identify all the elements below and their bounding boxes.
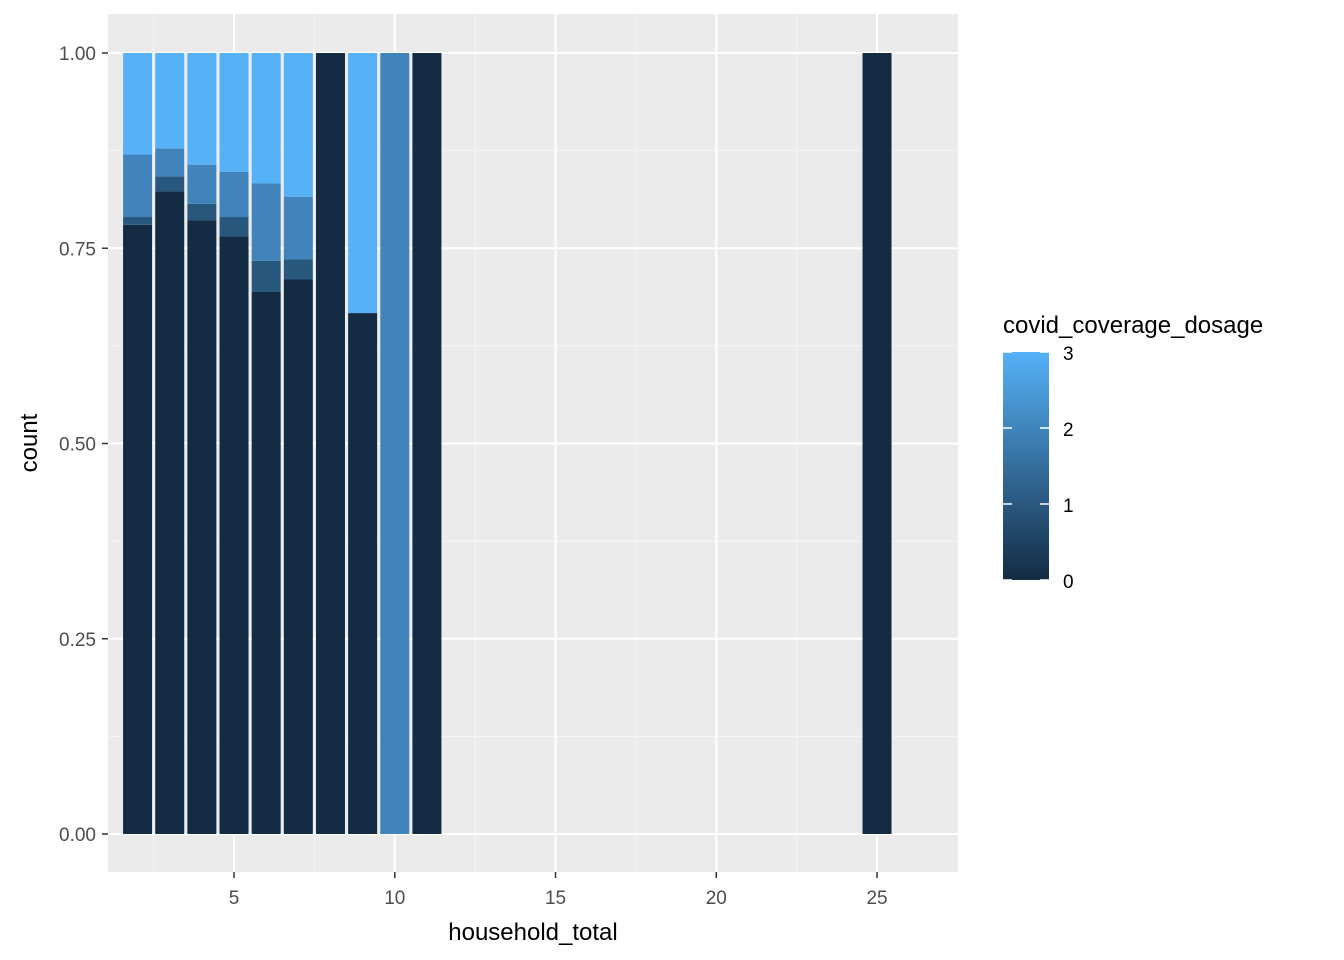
x-tick-label: 15 [545,888,566,909]
bar-segment [123,154,153,218]
bar-segment [283,259,313,280]
bar-segment [283,196,313,260]
bar-segment [123,53,153,155]
legend: covid_coverage_dosage 0 1 2 3 [1003,312,1263,593]
bar-segment [219,217,249,237]
bar-segment [219,236,249,834]
x-tick-label: 5 [229,888,240,909]
legend-title: covid_coverage_dosage [1003,312,1263,339]
bar-segment [219,53,249,172]
x-tick-label: 25 [866,888,887,909]
bar-segment [283,53,313,197]
bar-segment [251,183,281,261]
bar-segment [283,279,313,834]
bar-segment [219,171,249,218]
bar-segment [187,203,217,221]
bar-segment [155,176,185,192]
bar-segment [315,53,345,834]
bar-segment [862,53,892,834]
bar-segment [251,291,281,835]
legend-label: 3 [1063,344,1074,365]
bar-segment [380,53,410,834]
legend-label: 1 [1063,496,1074,517]
y-axis-title: count [16,413,43,472]
bar-segment [412,53,442,834]
x-axis-title: household_total [448,919,617,946]
x-tick-label: 20 [706,888,727,909]
bar-segment [155,148,185,177]
y-tick-label: 0.00 [59,825,96,846]
bars [123,53,892,835]
bar-segment [155,191,185,834]
y-axis: 0.00 0.25 0.50 0.75 1.00 [59,44,108,846]
bar-segment [187,164,217,204]
bar-segment [251,53,281,184]
bar-segment [187,53,217,165]
bar-segment [123,217,153,225]
y-tick-label: 1.00 [59,44,96,65]
bar-segment [348,313,378,834]
y-tick-label: 0.75 [59,239,96,260]
y-tick-label: 0.50 [59,435,96,456]
legend-ticks: 0 1 2 3 [1003,344,1074,593]
bar-segment [348,53,378,314]
x-axis: 5 10 15 20 25 [229,872,888,909]
y-tick-label: 0.25 [59,630,96,651]
legend-colorbar [1003,352,1049,580]
legend-label: 2 [1063,420,1074,441]
bar-segment [155,53,185,149]
bar-segment [187,220,217,834]
bar-segment [251,260,281,292]
bar-segment [123,224,153,834]
legend-label: 0 [1063,572,1074,593]
x-tick-label: 10 [384,888,405,909]
